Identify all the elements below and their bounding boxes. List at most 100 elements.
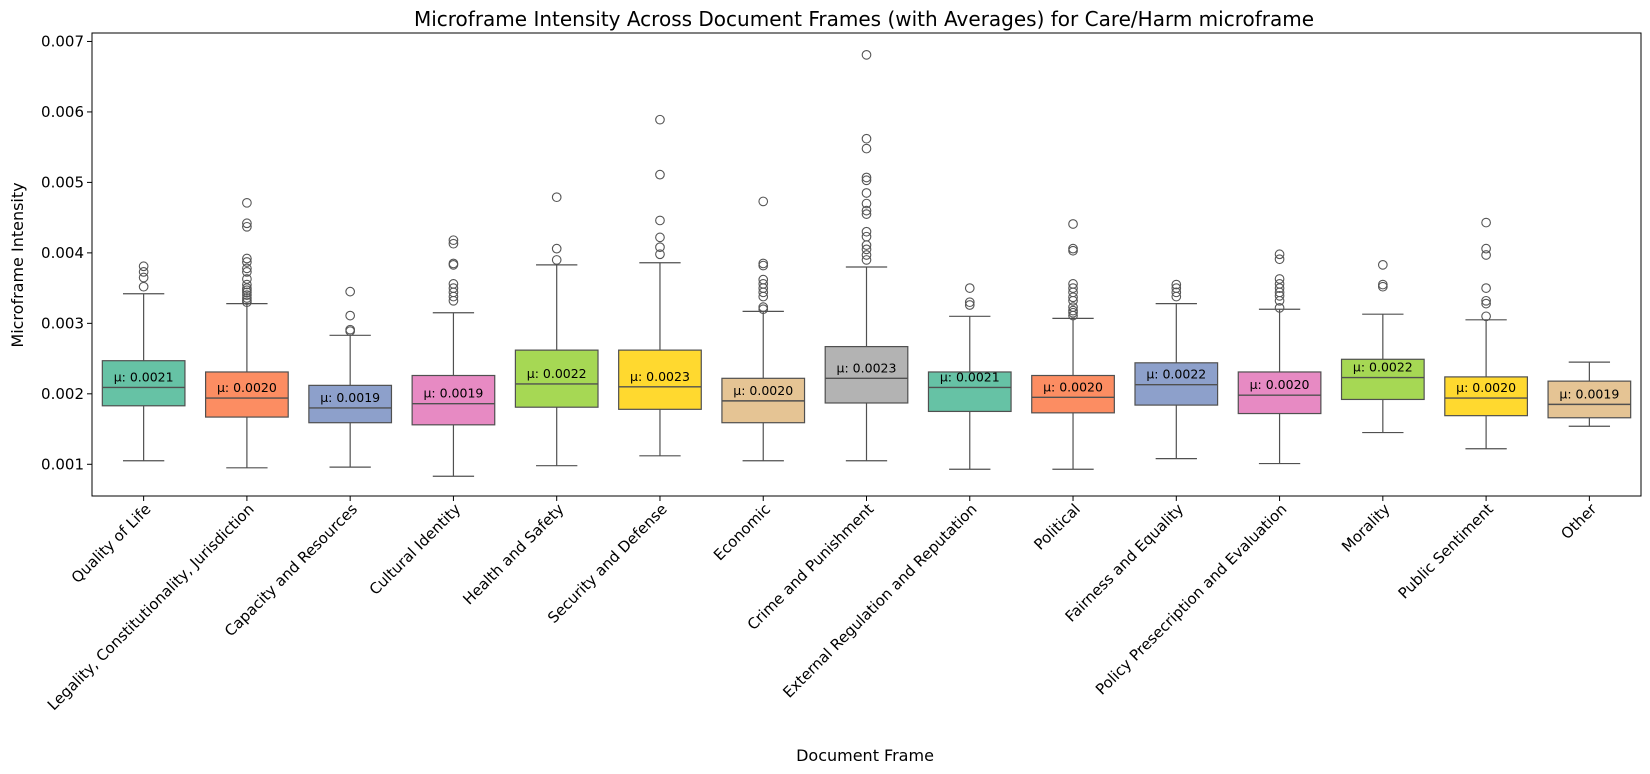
x-tick-label: Security and Defense — [544, 500, 671, 627]
outlier-point — [1068, 283, 1078, 293]
outlier-point — [1068, 219, 1078, 229]
outlier-point — [655, 169, 665, 180]
outlier-point — [861, 255, 872, 265]
outlier-point — [1274, 249, 1285, 260]
outlier-point — [1481, 298, 1491, 309]
outlier-point — [1274, 279, 1285, 289]
outlier-point — [1481, 311, 1491, 322]
outlier-point — [345, 286, 356, 297]
outlier-point — [448, 283, 459, 293]
outlier-point — [242, 263, 252, 274]
iqr-box — [514, 349, 599, 408]
outlier-point — [1171, 287, 1182, 298]
box-public-sentiment: μ: 0.0020 Public Sentiment — [1395, 217, 1529, 602]
outlier-point — [1274, 302, 1285, 313]
iqr-box — [308, 384, 393, 424]
mean-label: μ: 0.0020 — [1456, 380, 1516, 395]
outlier-point — [1274, 283, 1285, 293]
mean-label: μ: 0.0020 — [1250, 377, 1310, 392]
outlier-point — [861, 143, 872, 154]
outlier-point — [1068, 302, 1078, 312]
outlier-point — [551, 243, 562, 254]
iqr-box — [618, 349, 702, 410]
outlier-point — [1171, 279, 1182, 290]
outlier-point — [1171, 283, 1182, 293]
mean-label: μ: 0.0021 — [114, 369, 174, 384]
outlier-point — [861, 49, 872, 60]
outlier-point — [861, 198, 872, 209]
outlier-point — [1481, 283, 1491, 293]
outlier-point — [138, 281, 149, 292]
outlier-point — [758, 302, 769, 312]
plot-frame — [91, 32, 1642, 497]
mean-label: μ: 0.0020 — [217, 380, 277, 395]
outlier-point — [242, 253, 252, 264]
mean-label: μ: 0.0021 — [940, 369, 1000, 384]
y-tick-label: 0.005 — [41, 173, 84, 191]
outlier-point — [861, 231, 872, 242]
outlier-point — [448, 235, 459, 246]
y-tick-label: 0.007 — [41, 32, 84, 50]
x-tick-label: Legality, Constitutionality, Jurisdictio… — [44, 500, 258, 714]
outlier-point — [551, 192, 562, 203]
box-political: μ: 0.0020 Political — [1030, 219, 1115, 554]
outlier-point — [138, 261, 149, 272]
outlier-point — [1377, 279, 1388, 290]
x-tick-label: Other — [1557, 500, 1600, 543]
outlier-point — [1481, 243, 1491, 254]
box-other: μ: 0.0019 Other — [1547, 361, 1632, 543]
y-tick-label: 0.001 — [41, 455, 84, 473]
x-tick-label: Cultural Identity — [366, 500, 465, 599]
chart-title: Microframe Intensity Across Document Fra… — [414, 7, 1314, 31]
outlier-point — [242, 221, 252, 232]
outlier-point — [1068, 243, 1078, 254]
outlier-point — [1068, 305, 1078, 316]
x-tick-label: External Regulation and Reputation — [779, 500, 980, 701]
outlier-point — [964, 300, 975, 310]
outlier-point — [448, 279, 459, 289]
iqr-box — [1134, 362, 1219, 406]
iqr-box — [1031, 374, 1115, 414]
outlier-point — [242, 290, 252, 301]
outlier-point — [345, 324, 356, 335]
outlier-point — [448, 258, 459, 269]
iqr-box — [927, 371, 1012, 413]
outlier-point — [655, 215, 665, 226]
outlier-point — [242, 283, 252, 293]
outlier-point — [758, 274, 769, 285]
iqr-box — [1237, 371, 1322, 415]
outlier-point — [1481, 217, 1491, 228]
iqr-box — [824, 345, 909, 404]
x-tick-label: Economic — [710, 500, 774, 564]
x-tick-label: Health and Safety — [459, 500, 567, 608]
outlier-point — [138, 272, 149, 283]
box-economic: μ: 0.0020 Economic — [710, 196, 806, 564]
outlier-point — [242, 197, 252, 208]
mean-label: μ: 0.0019 — [423, 386, 483, 401]
outlier-point — [1274, 291, 1285, 301]
x-tick-label: Political — [1030, 500, 1084, 554]
y-tick-label: 0.004 — [41, 244, 84, 262]
outlier-point — [861, 205, 872, 216]
y-tick-label: 0.003 — [41, 314, 84, 332]
outlier-point — [758, 196, 769, 207]
outlier-point — [861, 209, 872, 219]
iqr-box — [1340, 358, 1425, 401]
outlier-point — [138, 267, 149, 277]
mean-label: μ: 0.0022 — [1146, 367, 1206, 382]
outlier-point — [758, 260, 769, 271]
outlier-point — [861, 244, 872, 255]
box-policy-presecription-and-evaluation: μ: 0.0020 Policy Presecription and Evalua… — [1092, 249, 1322, 698]
x-tick-label: Policy Presecription and Evaluation — [1092, 500, 1290, 698]
x-tick-label: Public Sentiment — [1395, 500, 1497, 602]
mean-label: μ: 0.0022 — [527, 366, 587, 381]
iqr-box — [1547, 380, 1632, 419]
outlier-point — [242, 218, 252, 229]
outlier-point — [655, 249, 665, 260]
x-tick-label: Morality — [1338, 500, 1394, 556]
outlier-point — [448, 238, 459, 249]
outlier-point — [655, 242, 665, 253]
outlier-point — [1377, 260, 1388, 270]
outlier-point — [345, 310, 356, 321]
